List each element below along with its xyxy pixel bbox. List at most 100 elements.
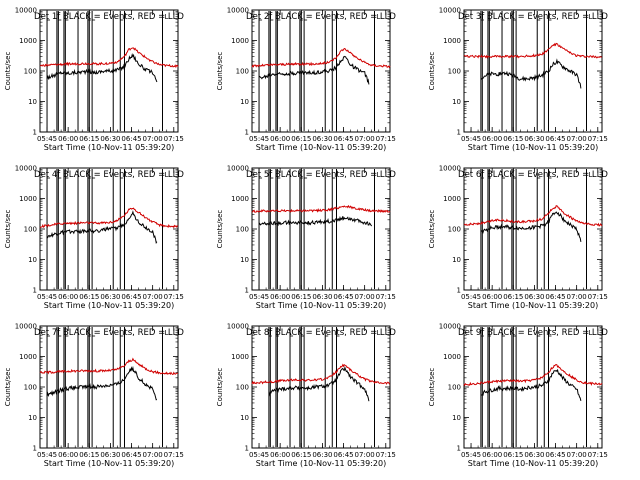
- x-tick-label: 07:15: [376, 293, 396, 301]
- y-tick-label: 10: [240, 98, 249, 106]
- y-tick-label: 10: [240, 256, 249, 264]
- x-axis-label: Start Time (10-Nov-11 05:39:20): [44, 459, 174, 468]
- x-tick-label: 06:30: [100, 135, 120, 143]
- x-tick-label: 06:15: [79, 293, 99, 301]
- detector-panel: Det 2f BLACK = Events, RED = LLD 1 10 100 10…: [216, 7, 396, 153]
- y-tick-label: 10: [28, 98, 37, 106]
- marker-label: L: [377, 171, 381, 179]
- x-tick-label: 07:15: [164, 451, 184, 459]
- y-tick-label: 1000: [443, 195, 461, 203]
- y-tick-label: 10000: [227, 165, 249, 173]
- plot-frame: [463, 325, 603, 449]
- lld-series-line: [251, 47, 391, 69]
- x-tick-label: 06:45: [333, 293, 353, 301]
- marker-label: L: [589, 329, 593, 337]
- y-axis-label: Counts/sec: [428, 368, 436, 407]
- x-tick-label: 05:45: [461, 451, 481, 459]
- x-axis-label: Start Time (10-Nov-11 05:39:20): [468, 459, 598, 468]
- y-axis-label: Counts/sec: [216, 52, 224, 91]
- x-tick-label: 06:00: [482, 293, 502, 301]
- x-tick-label: 06:45: [545, 293, 565, 301]
- events-series-line: [480, 211, 582, 242]
- events-series-line: [480, 368, 582, 402]
- x-tick-label: 06:30: [100, 293, 120, 301]
- x-tick-label: 07:00: [143, 135, 163, 143]
- y-tick-label: 1000: [231, 353, 249, 361]
- plot-frame: [251, 9, 391, 133]
- y-axis-label: Counts/sec: [4, 368, 12, 407]
- events-series-line: [268, 365, 370, 402]
- x-tick-label: 06:30: [524, 293, 544, 301]
- detector-panel: Det 1f BLACK = Events, RED = LLD 1 10 100 10…: [4, 7, 184, 153]
- x-tick-label: 07:15: [588, 135, 608, 143]
- x-tick-label: 06:00: [482, 135, 502, 143]
- y-tick-label: 1000: [231, 37, 249, 45]
- y-tick-label: 1: [457, 445, 461, 453]
- y-tick-label: 100: [24, 384, 37, 392]
- events-series-line: [46, 210, 158, 244]
- x-tick-label: 06:45: [121, 135, 141, 143]
- y-tick-label: 100: [236, 226, 249, 234]
- plot-frame: [251, 325, 391, 449]
- lld-series-line: [463, 205, 603, 227]
- detector-panel: Det 6f BLACK = Events, RED = LLD 1 10 100 10…: [428, 165, 608, 311]
- detector-panel: Det 3f BLACK = Events, RED = LLD 1 10 100 10…: [428, 7, 608, 153]
- plot-frame: [463, 9, 603, 133]
- x-tick-label: 06:15: [291, 293, 311, 301]
- x-tick-label: 06:45: [333, 451, 353, 459]
- panel-title: Det 2f BLACK = Events, RED = LLD: [246, 12, 396, 22]
- lld-series-line: [39, 357, 179, 376]
- marker-label: L: [377, 13, 381, 21]
- lld-series-line: [251, 204, 391, 214]
- x-tick-label: 06:00: [58, 451, 78, 459]
- x-tick-label: 06:45: [121, 293, 141, 301]
- y-tick-label: 10: [28, 256, 37, 264]
- x-tick-label: 05:45: [461, 293, 481, 301]
- y-tick-label: 10000: [439, 7, 461, 15]
- marker-label: L: [165, 329, 169, 337]
- x-tick-label: 06:30: [524, 135, 544, 143]
- x-tick-label: 06:45: [333, 135, 353, 143]
- x-tick-label: 07:15: [588, 293, 608, 301]
- x-tick-label: 06:15: [79, 451, 99, 459]
- detector-panel: Det 5f BLACK = Events, RED = LLD 1 10 100 10…: [216, 165, 396, 311]
- x-tick-label: 05:45: [249, 135, 269, 143]
- y-tick-label: 10: [452, 98, 461, 106]
- panel-title: Det 3f BLACK = Events, RED = LLD: [458, 12, 608, 22]
- x-tick-label: 06:45: [545, 451, 565, 459]
- y-tick-label: 10000: [227, 323, 249, 331]
- y-axis-label: Counts/sec: [216, 210, 224, 249]
- events-series-line: [258, 55, 370, 85]
- x-tick-label: 05:45: [249, 293, 269, 301]
- x-tick-label: 07:15: [588, 451, 608, 459]
- y-tick-label: 1: [33, 287, 37, 295]
- x-axis-label: Start Time (10-Nov-11 05:39:20): [468, 301, 598, 310]
- x-tick-label: 07:00: [567, 135, 587, 143]
- lld-series-line: [251, 363, 391, 385]
- y-tick-label: 1000: [443, 37, 461, 45]
- x-tick-label: 06:30: [312, 135, 332, 143]
- x-tick-label: 07:00: [355, 293, 375, 301]
- y-tick-label: 100: [236, 68, 249, 76]
- events-series-line: [46, 53, 158, 83]
- x-tick-label: 06:00: [270, 135, 290, 143]
- x-tick-label: 06:15: [503, 293, 523, 301]
- lld-series-line: [463, 363, 603, 387]
- x-tick-label: 06:00: [270, 451, 290, 459]
- x-tick-label: 06:00: [270, 293, 290, 301]
- y-tick-label: 1: [245, 287, 249, 295]
- panel-title: Det 8f BLACK = Events, RED = LLD: [246, 328, 396, 338]
- y-tick-label: 100: [448, 226, 461, 234]
- y-axis-label: Counts/sec: [4, 52, 12, 91]
- plot-frame: [251, 167, 391, 291]
- y-tick-label: 1: [457, 287, 461, 295]
- marker-label: L: [589, 13, 593, 21]
- y-axis-label: Counts/sec: [428, 52, 436, 91]
- x-axis-label: Start Time (10-Nov-11 05:39:20): [256, 301, 386, 310]
- y-tick-label: 1: [33, 445, 37, 453]
- y-tick-label: 1: [245, 129, 249, 137]
- x-tick-label: 06:00: [482, 451, 502, 459]
- x-tick-label: 06:45: [545, 135, 565, 143]
- detector-panel: Det 7f BLACK = Events, RED = LLD 1 10 100 10…: [4, 323, 184, 469]
